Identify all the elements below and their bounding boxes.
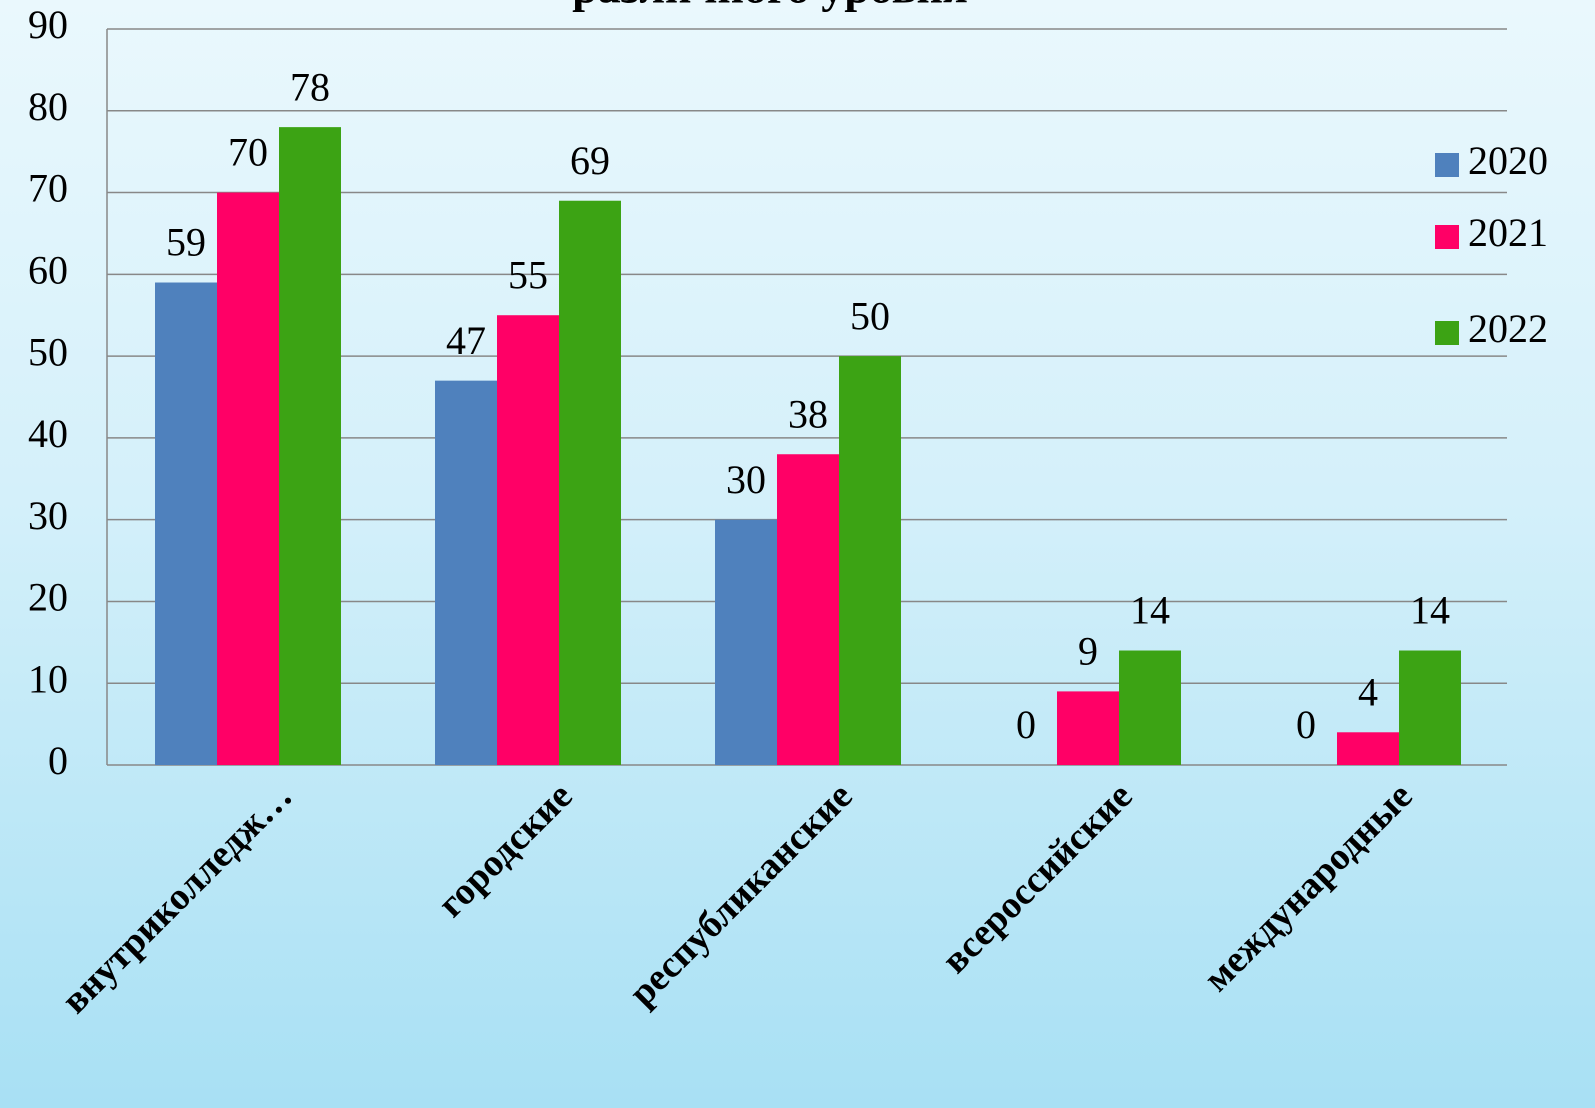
- legend-swatch: [1435, 153, 1459, 177]
- value-label: 70: [228, 130, 268, 175]
- bar: [435, 380, 497, 765]
- y-tick-label: 60: [28, 248, 68, 293]
- bar: [1057, 691, 1119, 765]
- y-tick-label: 50: [28, 329, 68, 374]
- bar: [497, 315, 559, 765]
- bar: [1399, 650, 1461, 765]
- value-label: 9: [1078, 629, 1098, 674]
- y-tick-label: 90: [28, 2, 68, 47]
- value-label: 0: [1296, 702, 1316, 747]
- value-label: 47: [446, 318, 486, 363]
- legend-swatch: [1435, 225, 1459, 249]
- bar: [279, 127, 341, 766]
- y-tick-label: 10: [28, 656, 68, 701]
- value-label: 50: [850, 293, 890, 338]
- legend-label: 2022: [1468, 306, 1548, 351]
- value-label: 0: [1016, 702, 1036, 747]
- y-tick-label: 40: [28, 411, 68, 456]
- y-tick-label: 70: [28, 166, 68, 211]
- bar: [1119, 650, 1181, 765]
- bar: [777, 454, 839, 765]
- value-label: 4: [1358, 669, 1378, 714]
- value-label: 69: [570, 138, 610, 183]
- y-tick-label: 0: [48, 738, 68, 783]
- value-label: 30: [726, 457, 766, 502]
- bar: [839, 356, 901, 765]
- value-label: 14: [1130, 588, 1170, 633]
- legend-swatch: [1435, 321, 1459, 345]
- value-label: 59: [166, 220, 206, 265]
- y-tick-label: 30: [28, 493, 68, 538]
- bar: [715, 519, 777, 765]
- bar: [155, 282, 217, 765]
- bar: [1337, 732, 1399, 765]
- legend-label: 2021: [1468, 210, 1548, 255]
- y-tick-label: 80: [28, 84, 68, 129]
- y-tick-label: 20: [28, 575, 68, 620]
- value-label: 55: [508, 252, 548, 297]
- value-label: 78: [290, 64, 330, 109]
- chart-title: различного уровня: [572, 0, 968, 13]
- value-label: 14: [1410, 588, 1450, 633]
- value-label: 38: [788, 391, 828, 436]
- bar: [559, 200, 621, 765]
- legend-label: 2020: [1468, 138, 1548, 183]
- bar: [217, 192, 279, 766]
